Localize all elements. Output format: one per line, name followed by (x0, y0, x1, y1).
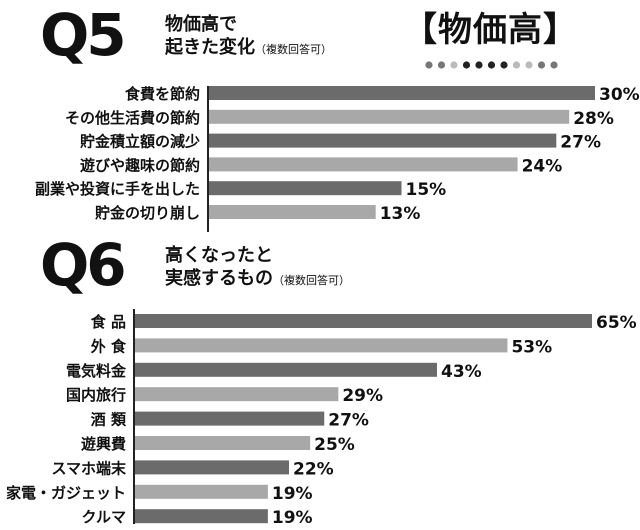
q5-bar-chart: 食費を節約 30% その他生活費の節約 28% 貯金積立額の減少 27% 遊びや趣味の節約 2… (35, 85, 640, 224)
category-tag: 【物価高】 (403, 10, 578, 50)
q6-category-label: スマホ端末 (51, 459, 127, 477)
q5-bar (208, 86, 595, 100)
q5-bar (208, 157, 518, 172)
decorative-dots (425, 61, 558, 69)
q6-value-label: 27% (328, 411, 369, 431)
q6-bar (134, 411, 325, 426)
q6-bar (134, 484, 268, 499)
q6-category-label: 外 食 (90, 337, 127, 355)
decor-dot (512, 61, 521, 69)
q6-value-label: 53% (511, 337, 552, 357)
decor-dot (437, 61, 446, 69)
q5-category-label: 副業や投資に手を出した (35, 180, 200, 198)
q6-bar (134, 387, 339, 402)
q6-axis-line (133, 309, 135, 524)
q6-category-label: 酒 類 (91, 411, 127, 429)
q5-bar (208, 109, 570, 124)
q5-category-label: その他生活費の節約 (65, 109, 200, 127)
q6-value-label: 22% (293, 459, 334, 479)
q5-bar (208, 205, 376, 219)
decor-dot (425, 61, 433, 69)
q5-category-label: 貯金積立額の減少 (80, 133, 200, 151)
q6-value-label: 19% (272, 508, 313, 528)
q6-category-label: 食 品 (91, 313, 126, 331)
q6-category-label: 家電・ガジェット (6, 484, 126, 502)
q5-value-label: 27% (560, 133, 601, 153)
q5-value-label: 28% (573, 109, 614, 129)
q5-bar (208, 181, 402, 196)
q6-category-label: クルマ (81, 508, 126, 526)
q6-title-line1: 高くなったと (165, 245, 273, 266)
decor-dot (500, 61, 508, 69)
q5-title-line2: 起きた変化 (165, 37, 255, 58)
q6-bar (134, 509, 268, 524)
q5-value-label: 15% (406, 180, 447, 200)
q6-value-label: 29% (342, 386, 383, 406)
q6-title-line2: 実感するもの (165, 268, 273, 289)
q6-category-label: 電気料金 (66, 362, 127, 380)
decor-dot (525, 61, 533, 69)
decor-dot (537, 61, 546, 69)
q6-bar (134, 314, 592, 328)
q6-note: （複数回答可） (273, 274, 350, 287)
q6-title: 高くなったと 実感するもの（複数回答可） (165, 244, 350, 292)
decor-dot (487, 61, 496, 69)
q6-bar (134, 338, 508, 353)
q6-bar-chart: 食 品 65% 外 食 53% 電気料金 43% 国内旅行 29% 酒 類 27% 遊興費 25% スマ… (6, 313, 637, 528)
q5-category-label: 貯金の切り崩し (95, 204, 200, 222)
q6-bar (134, 362, 437, 377)
q6-value-label: 43% (441, 362, 482, 382)
q5-title: 物価高で 起きた変化（複数回答可） (165, 13, 332, 61)
q6-bar (134, 436, 311, 450)
q5-category-label: 食費を節約 (125, 85, 200, 103)
q6-category-label: 遊興費 (81, 435, 126, 453)
decor-dot (475, 61, 483, 69)
q6-value-label: 65% (596, 313, 637, 333)
q5-note: （複数回答可） (255, 43, 332, 56)
q6-number: Q6 (40, 231, 127, 299)
q6-value-label: 19% (272, 484, 313, 504)
q5-number: Q5 (40, 1, 127, 69)
decor-dot (550, 61, 558, 69)
q5-title-line1: 物価高で (165, 14, 237, 35)
q6-value-label: 25% (314, 435, 355, 455)
q5-value-label: 13% (380, 204, 421, 224)
q6-category-label: 国内旅行 (66, 386, 126, 404)
q5-value-label: 24% (522, 156, 563, 176)
q6-bar (134, 460, 290, 475)
decor-dot (450, 61, 458, 69)
q5-category-label: 遊びや趣味の節約 (80, 156, 200, 174)
decor-dot (462, 61, 471, 69)
q5-bar (208, 133, 557, 148)
q5-axis-line (207, 86, 209, 232)
q5-value-label: 30% (599, 85, 640, 105)
